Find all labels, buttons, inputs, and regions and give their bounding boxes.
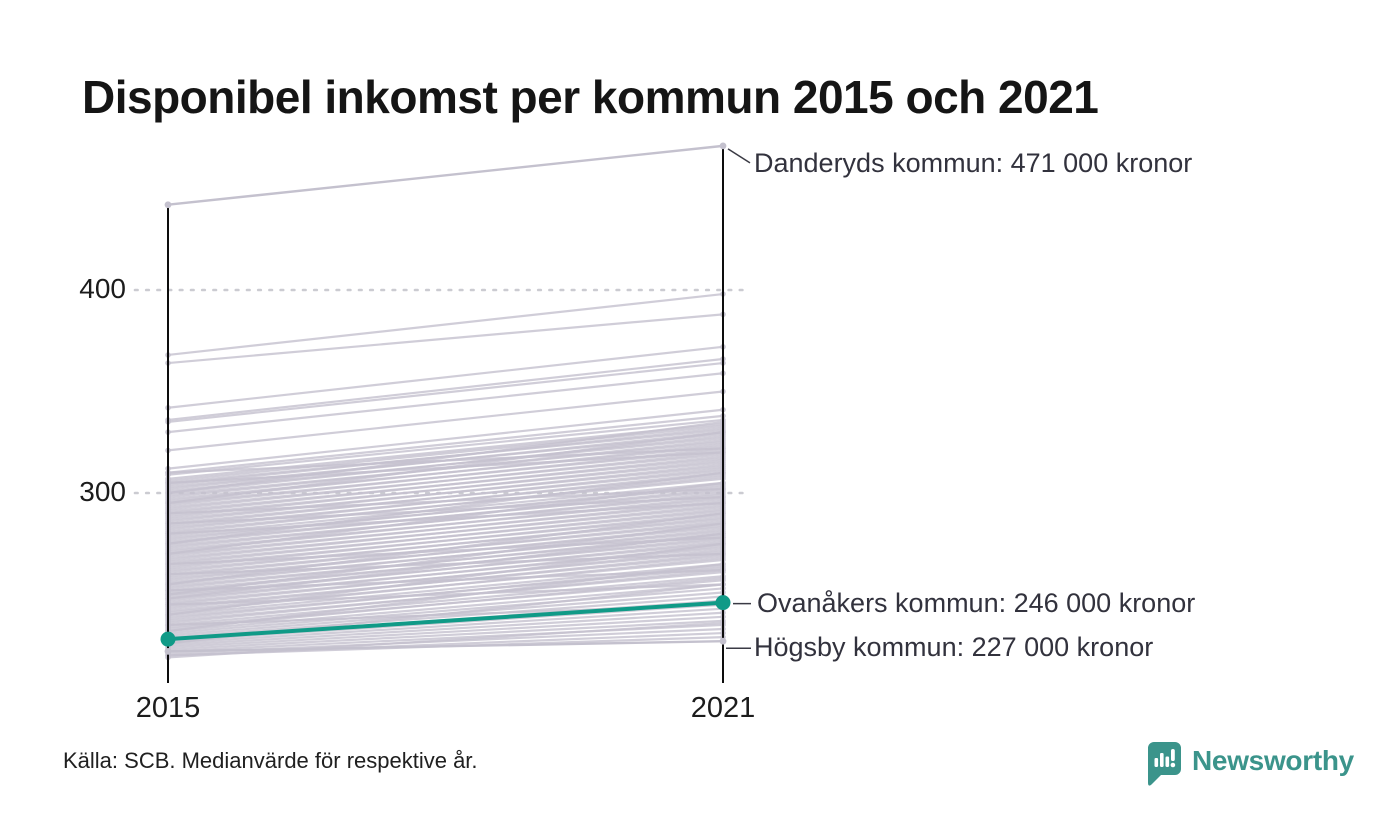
newsworthy-wordmark: Newsworthy [1192,745,1354,776]
x-axis-label-2015: 2015 [135,692,201,724]
x-axis-label-2021: 2021 [690,692,756,724]
newsworthy-speech-bubble-chart-icon [1148,742,1181,786]
annotation-hogsby-kommun: Högsby kommun: 227 000 kronor [754,632,1154,663]
annotation-danderyds-kommun: Danderyds kommun: 471 000 kronor [754,147,1193,178]
chart-title: Disponibel inkomst per kommun 2015 och 2… [82,71,1099,123]
annotation-ovanakers-kommun: Ovanåkers kommun: 246 000 kronor [757,587,1196,618]
y-axis-tick-label-400: 400 [79,273,126,304]
y-axis-tick-label-300: 300 [79,476,126,507]
source-note: Källa: SCB. Medianvärde för respektive å… [63,748,478,773]
newsworthy-logo: Newsworthy [1146,741,1354,787]
